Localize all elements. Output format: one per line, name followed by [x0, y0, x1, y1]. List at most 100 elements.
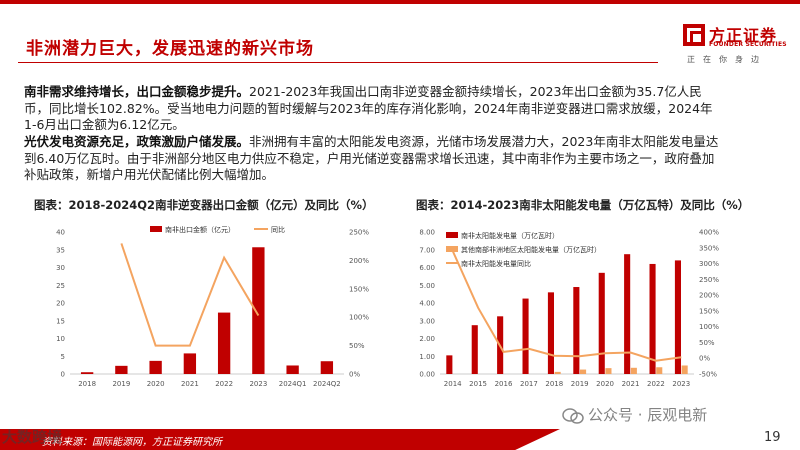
- wechat-watermark-text: 公众号 · 辰观电新: [588, 406, 708, 424]
- bar: [286, 365, 299, 374]
- x-axis-tick-label: 2022: [647, 380, 665, 388]
- y-axis-tick-label: 35: [56, 246, 65, 254]
- bar: [183, 353, 197, 374]
- wechat-watermark: 公众号 · 辰观电新: [562, 404, 707, 425]
- founder-logo: 方正证券 FOUNDER SECURITIES 正在你身边: [683, 22, 793, 70]
- export-chart: 0 5 10 15 20 25 30 35 40 0% 50% 100% 150% 200% 250% 201…: [22, 216, 392, 406]
- paragraph-solar-lead: 光伏发电资源充足，政策激励户储发展。: [24, 134, 250, 149]
- page-number: 19: [764, 430, 781, 445]
- y2-axis-tick-label: -50%: [699, 371, 717, 379]
- bar: [674, 260, 681, 374]
- bar: [573, 287, 580, 374]
- top-accent-bar: [0, 0, 800, 4]
- bar: [217, 312, 231, 374]
- line-series: [451, 250, 682, 362]
- footer-red-strip: [0, 429, 560, 450]
- paragraph-demand: 南非需求维持增长，出口金额稳步提升。2021-2023年我国出口南非逆变器金额持…: [24, 84, 724, 134]
- y2-axis-tick-label: 200%: [699, 292, 719, 300]
- bar: [115, 365, 128, 374]
- legend-label: 其他南部非洲地区太阳能发电量（万亿瓦时）: [461, 245, 601, 254]
- legend-swatch: [446, 246, 458, 252]
- bar: [580, 369, 587, 374]
- x-axis-tick-label: 2022: [215, 380, 233, 388]
- y-axis-tick-label: 4.00: [419, 300, 435, 308]
- line-series: [120, 243, 260, 347]
- bar: [649, 263, 656, 374]
- founder-logo-mark-icon: [683, 24, 705, 46]
- legend-label: 南非出口金额（亿元）: [165, 225, 235, 234]
- logo-tagline: 正在你身边: [687, 55, 767, 64]
- x-axis-tick-label: 2024Q1: [279, 380, 307, 388]
- y2-axis-tick-label: 200%: [349, 257, 369, 265]
- bar: [471, 325, 478, 374]
- y-axis-tick-label: 6.00: [419, 264, 435, 272]
- solar-chart: 0.00 1.00 2.00 3.00 4.00 5.00 6.00 7.00 8.00 -50%…: [404, 216, 784, 406]
- bar: [681, 365, 688, 374]
- y-axis-tick-label: 20: [56, 300, 65, 308]
- y2-axis-tick-label: 50%: [349, 342, 365, 350]
- brand-watermark: 大数跨境: [2, 428, 63, 446]
- y-axis-tick-label: 0: [61, 371, 65, 379]
- x-axis-tick-label: 2020: [147, 380, 165, 388]
- legend-label: 同比: [271, 225, 285, 234]
- bar: [547, 292, 554, 374]
- y2-axis-tick-label: 400%: [699, 229, 719, 237]
- bar: [80, 372, 94, 374]
- paragraph-solar-text: 非洲拥有丰富的太阳能发电资源，光储市场发展潜力大，2023年南非太阳能发电量达到…: [24, 134, 719, 182]
- y2-axis-tick-label: 250%: [699, 276, 719, 284]
- y2-axis-tick-label: 50%: [699, 339, 715, 347]
- x-axis-tick-label: 2024Q2: [313, 380, 341, 388]
- chart-title-export: 图表：2018-2024Q2南非逆变器出口金额（亿元）及同比（%）: [34, 198, 374, 212]
- y2-axis-tick-label: 100%: [699, 323, 719, 331]
- x-axis-tick-label: 2016: [495, 380, 513, 388]
- y2-axis-tick-label: 0%: [699, 355, 710, 363]
- bar: [320, 361, 334, 374]
- y2-axis-tick-label: 150%: [699, 307, 719, 315]
- bar: [605, 368, 612, 374]
- y-axis-tick-label: 8.00: [419, 229, 435, 237]
- export-chart-svg: 0 5 10 15 20 25 30 35 40 0% 50% 100% 150% 200% 250% 201…: [56, 225, 369, 388]
- bar: [656, 367, 663, 374]
- y-axis-tick-label: 1.00: [419, 353, 435, 361]
- bar: [149, 360, 162, 374]
- x-axis-tick-label: 2019: [571, 380, 589, 388]
- x-axis-tick-label: 2023: [249, 380, 267, 388]
- source-note: 资料来源：国际能源网，方正证券研究所: [42, 437, 222, 448]
- chart-title-solar: 图表：2014-2023南非太阳能发电量（万亿瓦特）及同比（%）: [416, 198, 750, 212]
- page-title: 非洲潜力巨大，发展迅速的新兴市场: [26, 39, 314, 59]
- y-axis-tick-label: 3.00: [419, 317, 435, 325]
- y2-axis-tick-label: 300%: [699, 260, 719, 268]
- x-axis-tick-label: 2014: [444, 380, 462, 388]
- bar: [252, 247, 265, 374]
- y-axis-tick-label: 10: [56, 335, 65, 343]
- y-axis-tick-label: 5: [61, 353, 65, 361]
- y-axis-tick-label: 0.00: [419, 371, 435, 379]
- y-axis-tick-label: 15: [56, 317, 65, 325]
- logo-english-name: FOUNDER SECURITIES: [709, 41, 787, 48]
- legend-swatch: [446, 232, 458, 238]
- y2-axis-tick-label: 250%: [349, 229, 369, 237]
- x-axis-tick-label: 2018: [78, 380, 96, 388]
- y-axis-tick-label: 2.00: [419, 335, 435, 343]
- x-axis-tick-label: 2017: [520, 380, 538, 388]
- y2-axis-tick-label: 0%: [349, 371, 360, 379]
- x-axis-tick-label: 2019: [112, 380, 130, 388]
- x-axis-tick-label: 2023: [672, 380, 690, 388]
- bar: [630, 367, 637, 374]
- y2-axis-tick-label: 350%: [699, 244, 719, 252]
- y2-axis-tick-label: 150%: [349, 285, 369, 293]
- x-axis-tick-label: 2021: [622, 380, 640, 388]
- y-axis-tick-label: 7.00: [419, 246, 435, 254]
- legend-label: 南非太阳能发电量（万亿瓦时）: [461, 231, 559, 240]
- bar: [522, 298, 529, 374]
- legend-label: 南非太阳能发电量同比: [461, 259, 531, 268]
- wechat-icon: [562, 407, 584, 424]
- x-axis-tick-label: 2015: [469, 380, 487, 388]
- paragraph-demand-text: 2021-2023年我国出口南非逆变器金额持续增长，2023年出口金额为35.7…: [24, 84, 713, 132]
- bar: [598, 272, 605, 374]
- x-axis-tick-label: 2020: [596, 380, 614, 388]
- solar-chart-svg: 0.00 1.00 2.00 3.00 4.00 5.00 6.00 7.00 8.00 -50%…: [419, 229, 719, 389]
- logo-chinese-name: 方正证券: [709, 26, 778, 45]
- x-axis-tick-label: 2021: [181, 380, 199, 388]
- paragraph-demand-lead: 南非需求维持增长，出口金额稳步提升。: [24, 84, 250, 99]
